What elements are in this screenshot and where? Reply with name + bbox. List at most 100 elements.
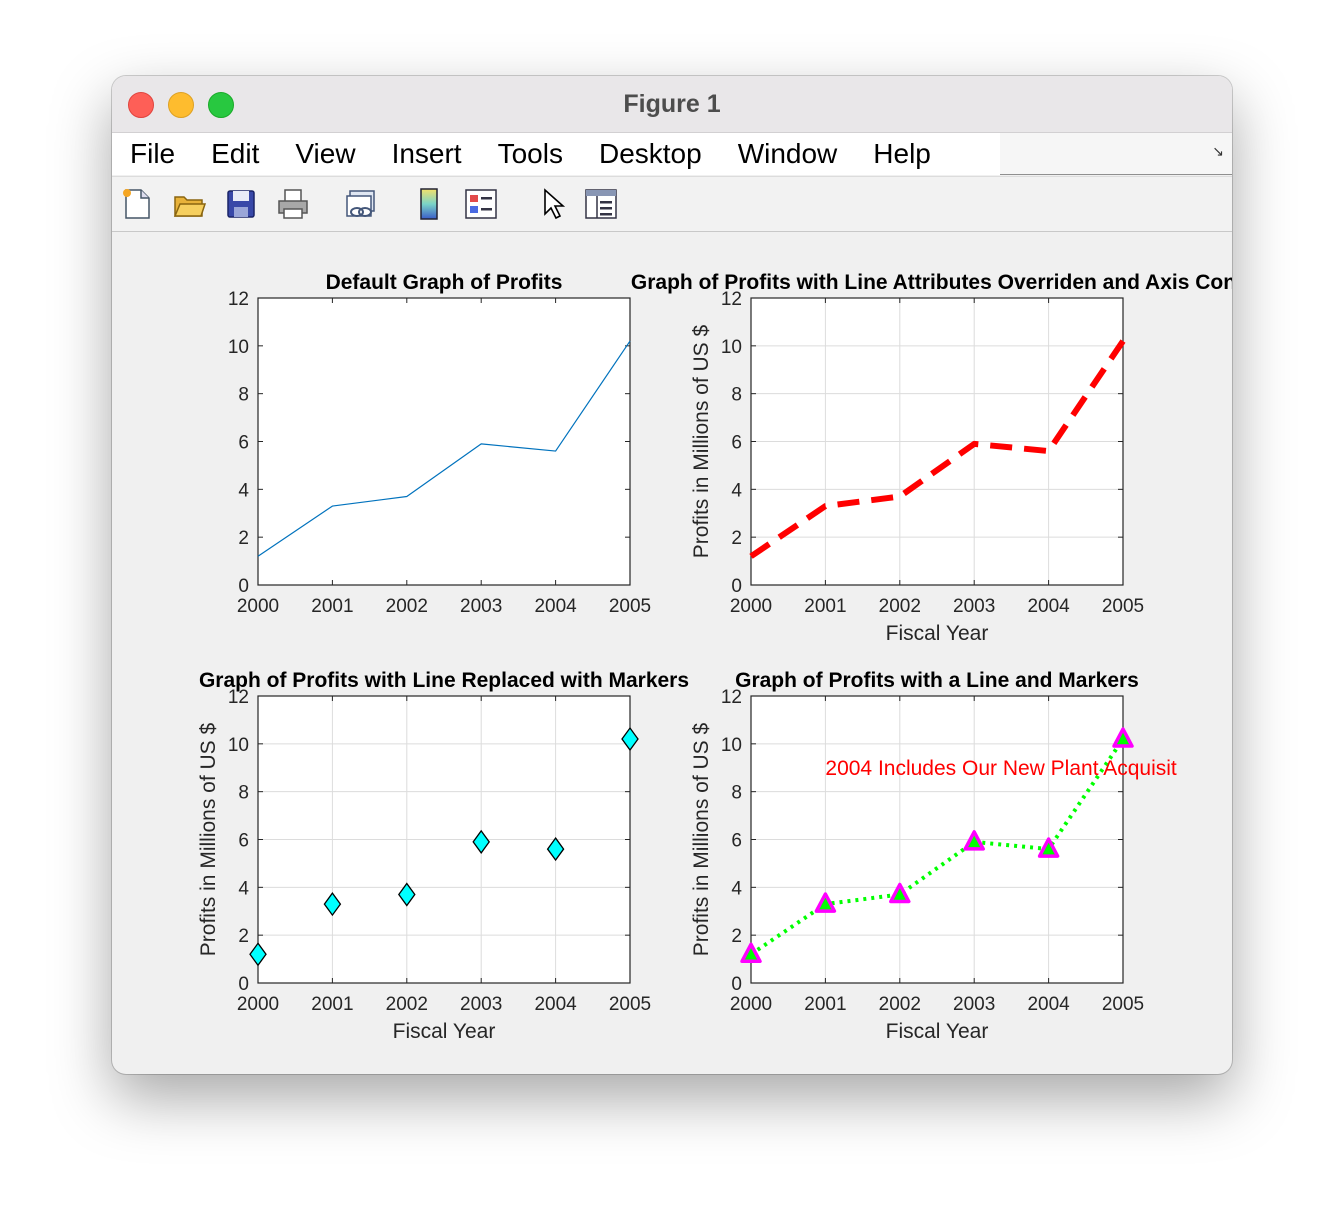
x-tick-label: 2000 <box>730 596 772 617</box>
y-axis-label: Profits in Millions of US $ <box>690 324 713 558</box>
data-point-diamond <box>621 726 639 752</box>
axes-box <box>750 695 1124 984</box>
y-axis-label: Profits in Millions of US $ <box>197 722 220 956</box>
data-point-triangle <box>963 830 985 851</box>
x-tick-label: 2005 <box>1102 596 1144 617</box>
data-point-triangle <box>740 942 762 964</box>
x-tick-label: 2002 <box>386 596 428 617</box>
menu-file[interactable]: File <box>130 138 176 169</box>
series-line <box>257 340 631 557</box>
window-title: Figure 1 <box>623 90 721 118</box>
chart-title: Graph of Profits with a Line and Markers <box>735 669 1139 692</box>
x-tick-label: 2004 <box>1027 596 1070 617</box>
y-tick-label: 2 <box>731 528 742 549</box>
print-icon[interactable] <box>276 187 310 221</box>
dock-arrow-icon[interactable]: ↘ <box>1212 143 1224 159</box>
y-tick-label: 10 <box>228 735 249 756</box>
x-tick-label: 2001 <box>804 596 846 617</box>
x-tick-label: 2003 <box>953 994 995 1015</box>
menu-insert[interactable]: Insert <box>391 138 462 169</box>
y-tick-label: 10 <box>721 735 742 756</box>
data-point-triangle <box>1037 837 1060 858</box>
y-tick-label: 8 <box>238 385 249 406</box>
y-tick-label: 6 <box>238 433 249 454</box>
close-button[interactable] <box>128 92 154 118</box>
x-tick-label: 2001 <box>311 994 353 1015</box>
y-tick-label: 4 <box>731 480 742 501</box>
x-tick-label: 2001 <box>311 596 353 617</box>
x-tick-label: 2003 <box>460 994 502 1015</box>
y-tick-label: 8 <box>731 385 742 406</box>
y-tick-label: 4 <box>731 878 742 899</box>
x-tick-label: 2002 <box>879 994 921 1015</box>
x-tick-label: 2000 <box>730 994 772 1015</box>
maximize-button[interactable] <box>208 92 234 118</box>
plot-1: 2000 2001 2002 2003 2004 2005 0 2 4 6 8 10 12 Default… <box>228 271 651 617</box>
y-tick-label: 4 <box>238 878 249 899</box>
y-tick-label: 0 <box>731 576 742 597</box>
series-line <box>749 339 1126 559</box>
y-tick-label: 8 <box>238 783 249 804</box>
y-tick-label: 2 <box>238 926 249 947</box>
legend-icon[interactable] <box>464 187 498 221</box>
menu-bar: File Edit View Insert Tools Desktop Wind… <box>112 133 1232 175</box>
x-axis-label: Fiscal Year <box>393 1020 496 1043</box>
y-tick-label: 0 <box>238 974 249 995</box>
y-tick-label: 10 <box>228 337 249 358</box>
axes-box <box>257 695 631 984</box>
y-tick-label: 6 <box>238 831 249 852</box>
y-tick-label: 12 <box>228 289 249 310</box>
x-tick-label: 2002 <box>386 994 428 1015</box>
x-tick-label: 2005 <box>1102 994 1144 1015</box>
menu-tools[interactable]: Tools <box>497 138 563 169</box>
y-tick-label: 2 <box>238 528 249 549</box>
x-tick-label: 2002 <box>879 596 921 617</box>
chart-title: Graph of Profits with Line Attributes Ov… <box>631 271 1232 294</box>
data-point-diamond <box>472 829 491 854</box>
new-figure-icon[interactable] <box>120 187 154 221</box>
y-tick-label: 0 <box>238 576 249 597</box>
toolbar <box>112 176 1232 232</box>
y-tick-label: 6 <box>731 831 742 852</box>
annotation-text: 2004 Includes Our New Plant Acquisit <box>825 757 1177 780</box>
menu-window[interactable]: Window <box>737 138 838 169</box>
chart-title: Graph of Profits with Line Replaced with… <box>199 669 689 692</box>
axes-box <box>257 297 631 586</box>
save-icon[interactable] <box>224 187 258 221</box>
x-tick-label: 2003 <box>953 596 995 617</box>
property-inspector-icon[interactable] <box>584 187 618 221</box>
y-tick-label: 2 <box>731 926 742 947</box>
minimize-button[interactable] <box>168 92 194 118</box>
menu-desktop[interactable]: Desktop <box>598 138 702 169</box>
data-point-triangle <box>814 892 837 913</box>
data-point-triangle <box>889 882 911 904</box>
x-tick-label: 2000 <box>237 994 279 1015</box>
y-axis-label: Profits in Millions of US $ <box>690 722 713 956</box>
menu-edit[interactable]: Edit <box>211 138 260 169</box>
x-tick-label: 2005 <box>609 596 651 617</box>
colorbar-icon[interactable] <box>412 187 446 221</box>
data-point-diamond <box>323 891 342 917</box>
y-tick-label: 12 <box>228 687 249 708</box>
figure-window: Figure 1 File Edit View Insert Tools Des… <box>112 76 1232 1074</box>
y-tick-label: 0 <box>731 974 742 995</box>
x-tick-label: 2004 <box>534 994 577 1015</box>
data-point-diamond <box>249 942 267 967</box>
x-axis-label: Fiscal Year <box>886 1020 989 1043</box>
x-tick-label: 2004 <box>1027 994 1070 1015</box>
pointer-icon[interactable] <box>536 187 570 221</box>
menu-filler: ↘ <box>1000 133 1232 175</box>
link-plot-icon[interactable] <box>344 187 378 221</box>
y-tick-label: 10 <box>721 337 742 358</box>
axes-box <box>750 297 1124 586</box>
menu-view[interactable]: View <box>295 138 356 169</box>
x-tick-label: 2004 <box>534 596 577 617</box>
x-tick-label: 2001 <box>804 994 846 1015</box>
open-file-icon[interactable] <box>172 187 206 221</box>
y-tick-label: 8 <box>731 783 742 804</box>
menu-help[interactable]: Help <box>873 138 931 169</box>
x-axis-label: Fiscal Year <box>886 622 989 645</box>
series-line <box>749 737 1125 956</box>
title-bar[interactable]: Figure 1 <box>112 76 1232 133</box>
